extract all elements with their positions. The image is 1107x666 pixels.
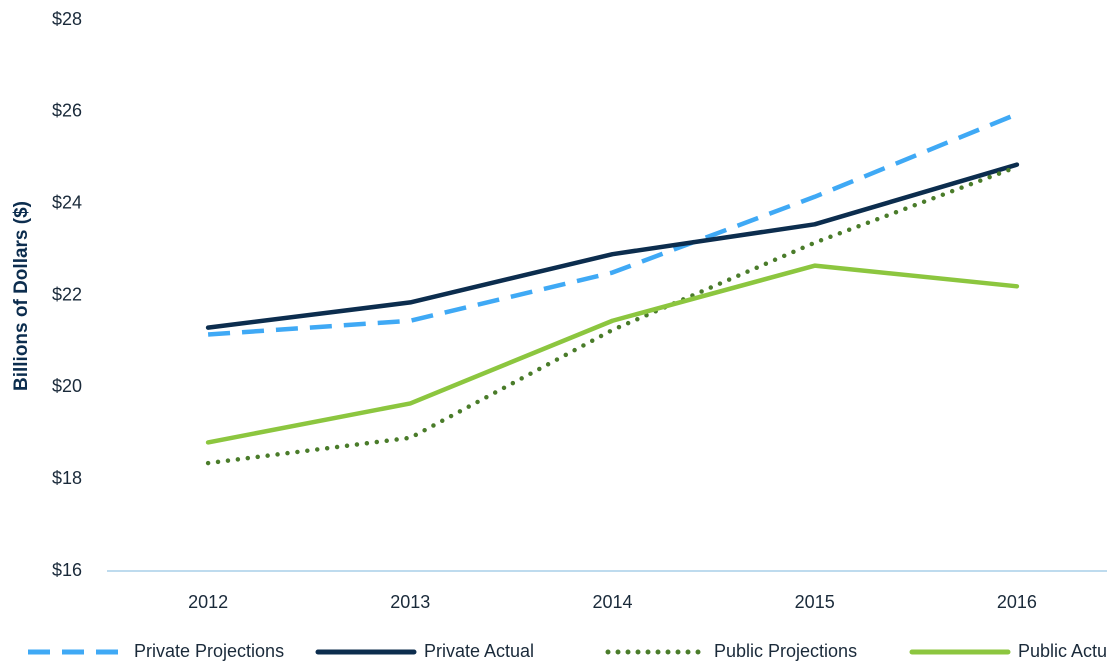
legend-label: Public Projections	[714, 641, 857, 661]
y-axis-label: Billions of Dollars ($)	[11, 201, 32, 391]
series-line	[205, 162, 1020, 330]
x-tick-label: 2015	[795, 592, 835, 612]
y-tick-label: $26	[52, 101, 82, 121]
legend-label: Public Actual	[1018, 641, 1107, 661]
x-tick-label: 2014	[592, 592, 632, 612]
y-tick-label: $24	[52, 192, 82, 212]
legend-label: Private Projections	[134, 641, 284, 661]
x-tick-label: 2013	[390, 592, 430, 612]
series-line	[207, 112, 1018, 337]
x-tick-label: 2012	[188, 592, 228, 612]
y-tick-label: $28	[52, 9, 82, 29]
y-tick-label: $18	[52, 468, 82, 488]
y-tick-label: $16	[52, 560, 82, 580]
x-tick-label: 2016	[997, 592, 1037, 612]
y-tick-label: $20	[52, 376, 82, 396]
series-line	[205, 263, 1020, 445]
y-tick-label: $22	[52, 284, 82, 304]
legend-label: Private Actual	[424, 641, 534, 661]
